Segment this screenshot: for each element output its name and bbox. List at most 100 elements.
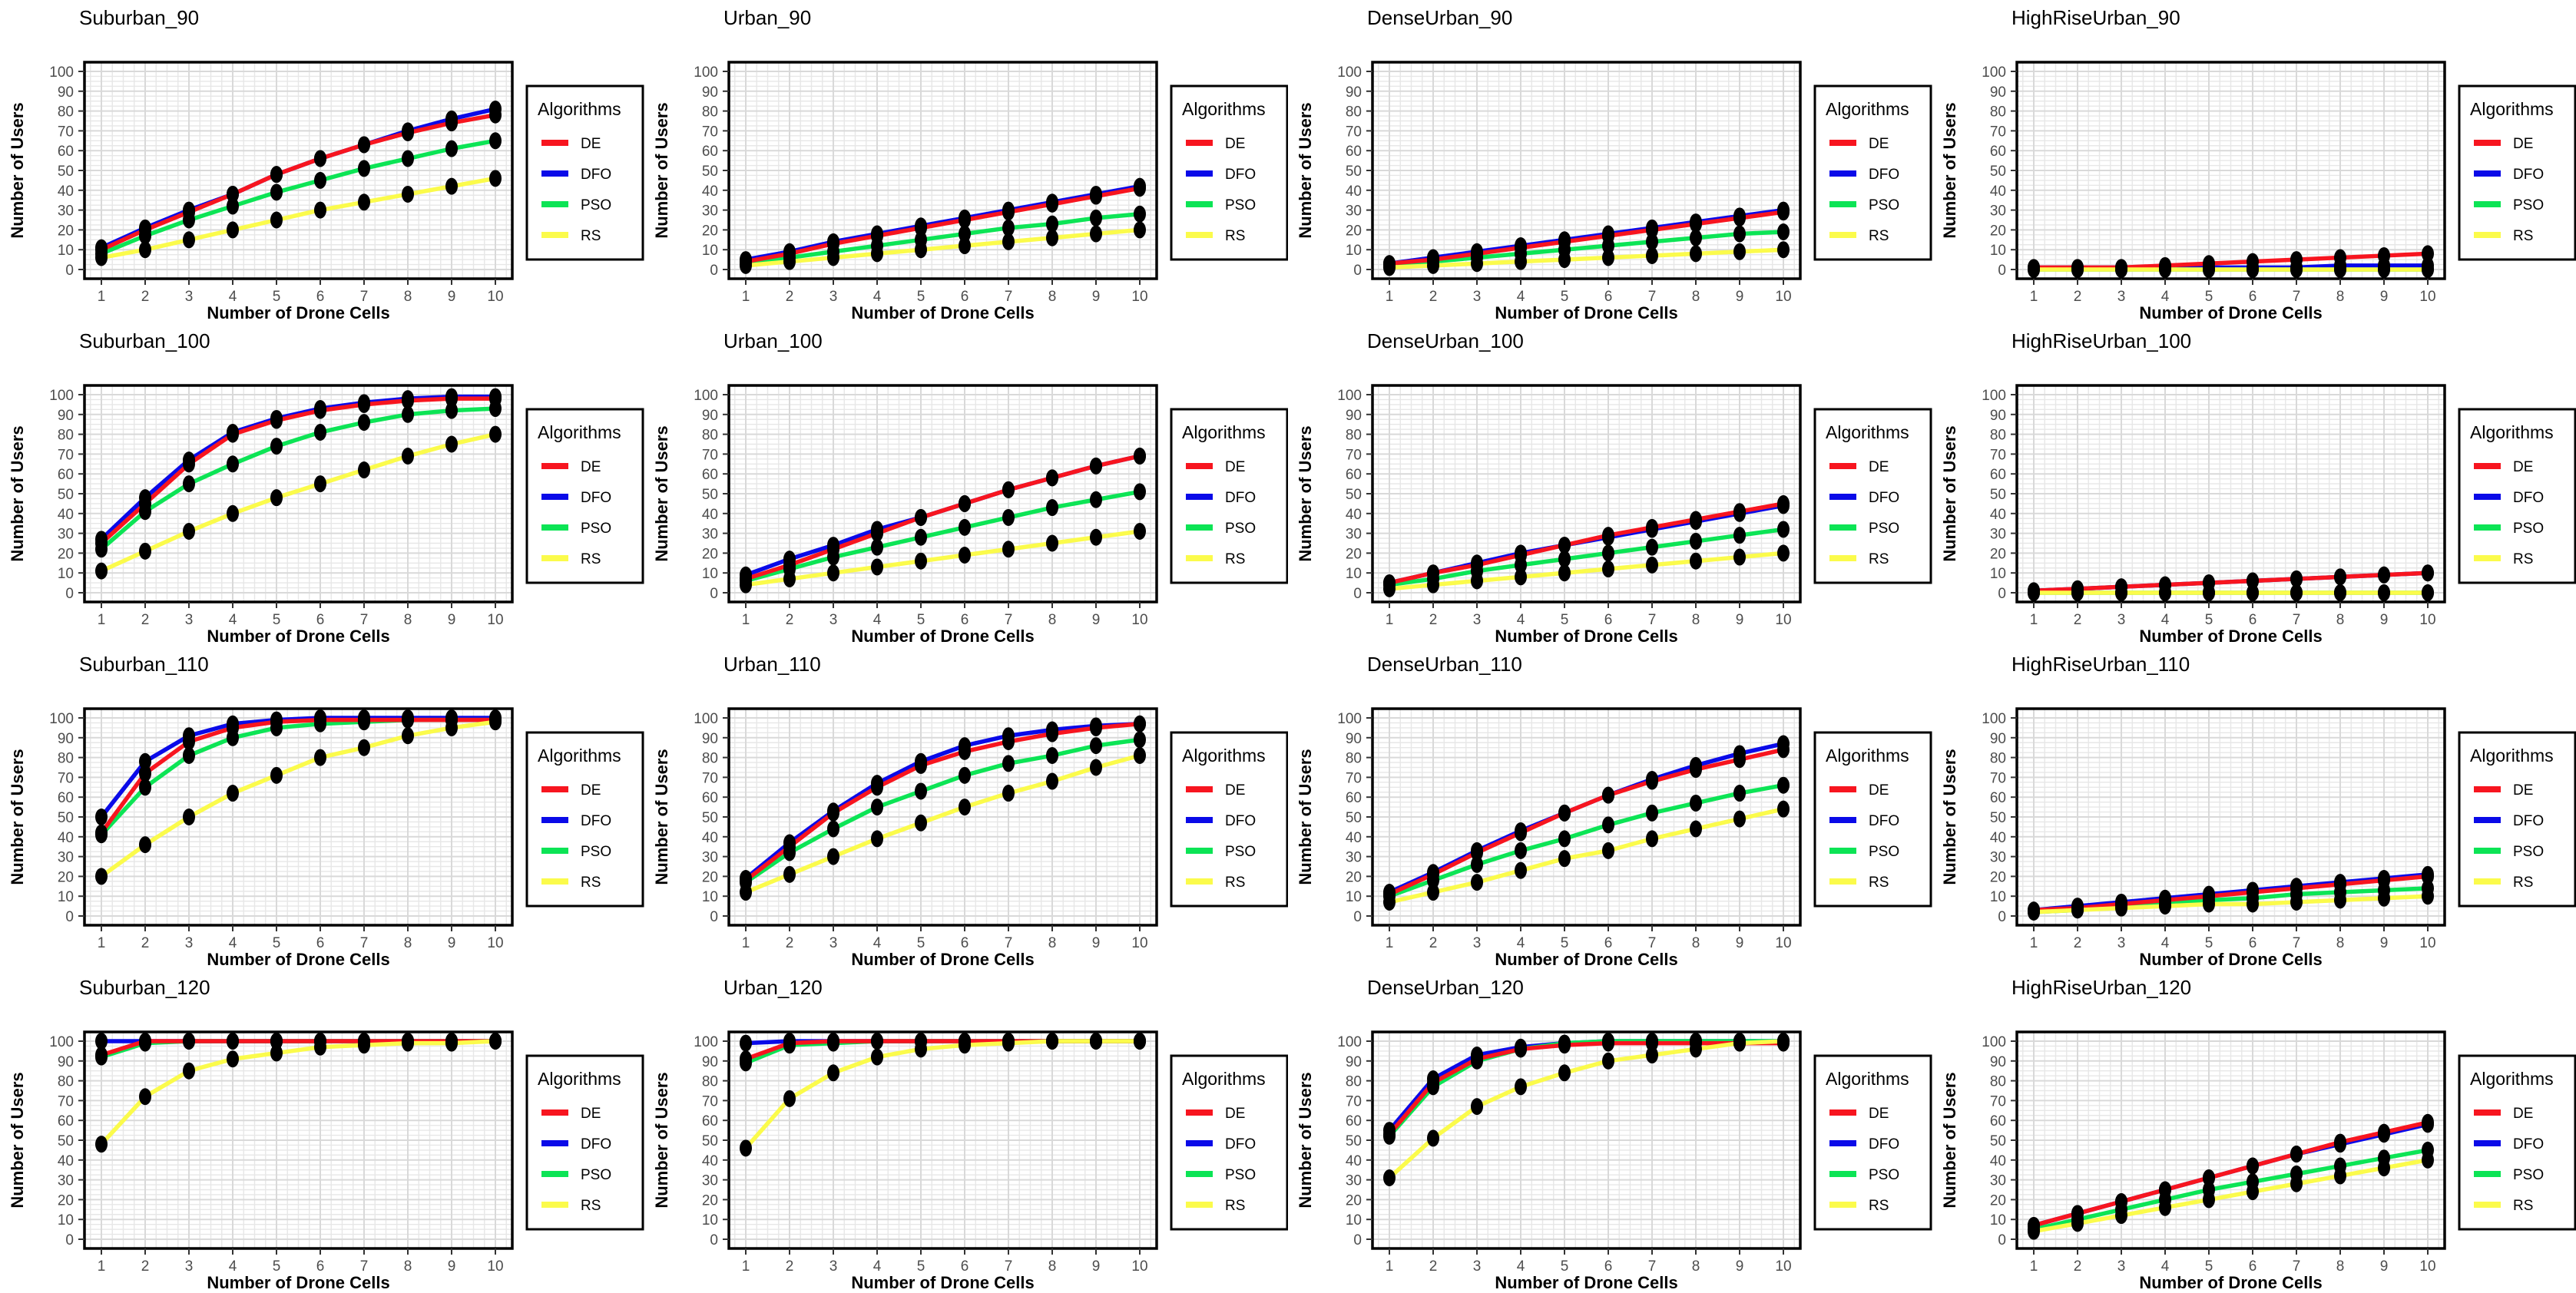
data-point-marker — [1690, 213, 1702, 231]
axis-ticks — [78, 71, 496, 285]
y-tick-label: 80 — [701, 751, 717, 767]
y-tick-label: 80 — [701, 1074, 717, 1090]
x-tick-label: 2 — [141, 289, 150, 305]
y-axis-label: Number of Users — [1296, 102, 1315, 238]
data-point-marker — [1777, 776, 1790, 794]
legend-title: Algorithms — [1826, 99, 1909, 119]
y-tick-label: 30 — [701, 850, 717, 866]
legend-entry-label: RS — [581, 551, 601, 567]
x-tick-label: 4 — [872, 1258, 881, 1275]
legend: Algorithms DE DFO PSO RS — [1170, 731, 1288, 908]
x-tick-label: 7 — [2292, 612, 2300, 628]
y-tick-label: 40 — [1346, 184, 1362, 200]
y-tick-label: 0 — [1998, 586, 2006, 602]
x-tick-label: 8 — [1048, 289, 1056, 305]
point-markers — [2027, 245, 2434, 278]
legend: Algorithms DE DFO PSO RS — [1813, 408, 1932, 584]
x-tick-label: 3 — [1473, 935, 1482, 951]
legend-title: Algorithms — [1182, 1069, 1266, 1089]
chart-panel: 0 10 20 30 40 50 60 70 80 90 100 1 2 3 4 5 6 7 8 9 10 Urban_1… — [644, 323, 1288, 646]
y-tick-label: 30 — [701, 527, 717, 543]
data-point-marker — [1045, 193, 1058, 211]
x-tick-label: 8 — [1692, 289, 1700, 305]
x-tick-label: 9 — [1736, 289, 1744, 305]
data-point-marker — [2290, 570, 2303, 587]
data-point-marker — [826, 249, 839, 266]
legend-entry-label: DFO — [581, 167, 611, 183]
y-tick-label: 30 — [1346, 1173, 1362, 1189]
data-point-marker — [1690, 245, 1702, 263]
data-point-marker — [1646, 830, 1658, 848]
data-point-marker — [783, 1037, 796, 1054]
y-axis-label: Number of Users — [1296, 1072, 1315, 1208]
x-tick-label: 1 — [741, 1258, 750, 1275]
y-tick-label: 40 — [1989, 830, 2005, 846]
gridlines — [84, 1032, 512, 1248]
data-point-marker — [2377, 566, 2390, 584]
y-tick-label: 60 — [1346, 467, 1362, 483]
data-point-marker — [2202, 261, 2215, 278]
y-axis-label: Number of Users — [1940, 1072, 1959, 1208]
data-point-marker — [1045, 534, 1058, 552]
chart-panel: 0 10 20 30 40 50 60 70 80 90 100 1 2 3 4 5 6 7 8 9 10 Urban_9… — [644, 0, 1288, 323]
data-point-marker — [270, 409, 283, 427]
data-point-marker — [1558, 804, 1571, 822]
x-tick-label: 3 — [2117, 1258, 2125, 1275]
x-tick-label: 2 — [785, 289, 793, 305]
chart-panel: 0 10 20 30 40 50 60 70 80 90 100 1 2 3 4 5 6 7 8 9 10 DenseUr… — [1288, 323, 1932, 646]
data-point-marker — [270, 489, 283, 507]
legend: Algorithms DE DFO PSO RS — [2458, 408, 2576, 584]
y-tick-label: 50 — [1989, 810, 2005, 826]
data-point-marker — [1733, 785, 1746, 802]
data-point-marker — [139, 1034, 151, 1052]
data-point-marker — [2202, 1169, 2215, 1187]
legend: Algorithms DE DFO PSO RS — [1170, 408, 1288, 584]
series-line-RS — [743, 1039, 1140, 1150]
x-tick-label: 4 — [229, 289, 237, 305]
data-point-marker — [95, 1033, 108, 1050]
legend: Algorithms DE DFO PSO RS — [1813, 84, 1932, 261]
y-tick-label: 90 — [701, 408, 717, 424]
data-point-marker — [1089, 717, 1102, 735]
data-point-marker — [2377, 869, 2390, 887]
x-tick-label: 9 — [2379, 1258, 2388, 1275]
x-tick-label: 1 — [741, 935, 750, 951]
data-point-marker — [1515, 842, 1527, 859]
legend-entry-label: RS — [1869, 1198, 1889, 1214]
x-axis-label: Number of Drone Cells — [851, 1273, 1034, 1292]
y-tick-label: 50 — [1346, 1133, 1362, 1149]
point-markers — [1383, 1033, 1790, 1187]
data-point-marker — [1089, 225, 1102, 243]
x-tick-label: 4 — [229, 935, 237, 951]
data-point-marker — [1733, 810, 1746, 828]
data-point-marker — [314, 171, 326, 189]
x-axis-label: Number of Drone Cells — [1495, 1273, 1677, 1292]
series-line-PSO — [2032, 1148, 2428, 1232]
panel-title: HighRiseUrban_100 — [2011, 329, 2191, 352]
legend-entry-label: DFO — [581, 813, 611, 829]
legend-entry-label: DE — [2513, 782, 2533, 799]
data-point-marker — [1045, 215, 1058, 233]
data-point-marker — [402, 711, 414, 729]
data-point-marker — [2158, 261, 2171, 278]
data-point-marker — [1777, 735, 1790, 752]
data-point-marker — [783, 844, 796, 861]
data-point-marker — [2333, 891, 2346, 909]
data-point-marker — [402, 390, 414, 408]
x-tick-label: 10 — [1131, 612, 1147, 628]
y-tick-label: 90 — [701, 1054, 717, 1070]
data-point-marker — [1690, 532, 1702, 550]
data-point-marker — [183, 809, 195, 825]
y-tick-label: 50 — [1346, 164, 1362, 180]
gridlines — [2016, 709, 2445, 925]
point-markers — [1383, 494, 1790, 597]
series-line-PSO — [1389, 527, 1784, 587]
x-tick-label: 9 — [2379, 289, 2388, 305]
data-point-marker — [314, 749, 326, 766]
data-point-marker — [958, 546, 971, 564]
data-point-marker — [2290, 1146, 2303, 1163]
x-tick-label: 6 — [2248, 1258, 2256, 1275]
data-point-marker — [1690, 1040, 1702, 1058]
x-tick-label: 6 — [316, 289, 325, 305]
y-tick-label: 40 — [701, 1153, 717, 1169]
